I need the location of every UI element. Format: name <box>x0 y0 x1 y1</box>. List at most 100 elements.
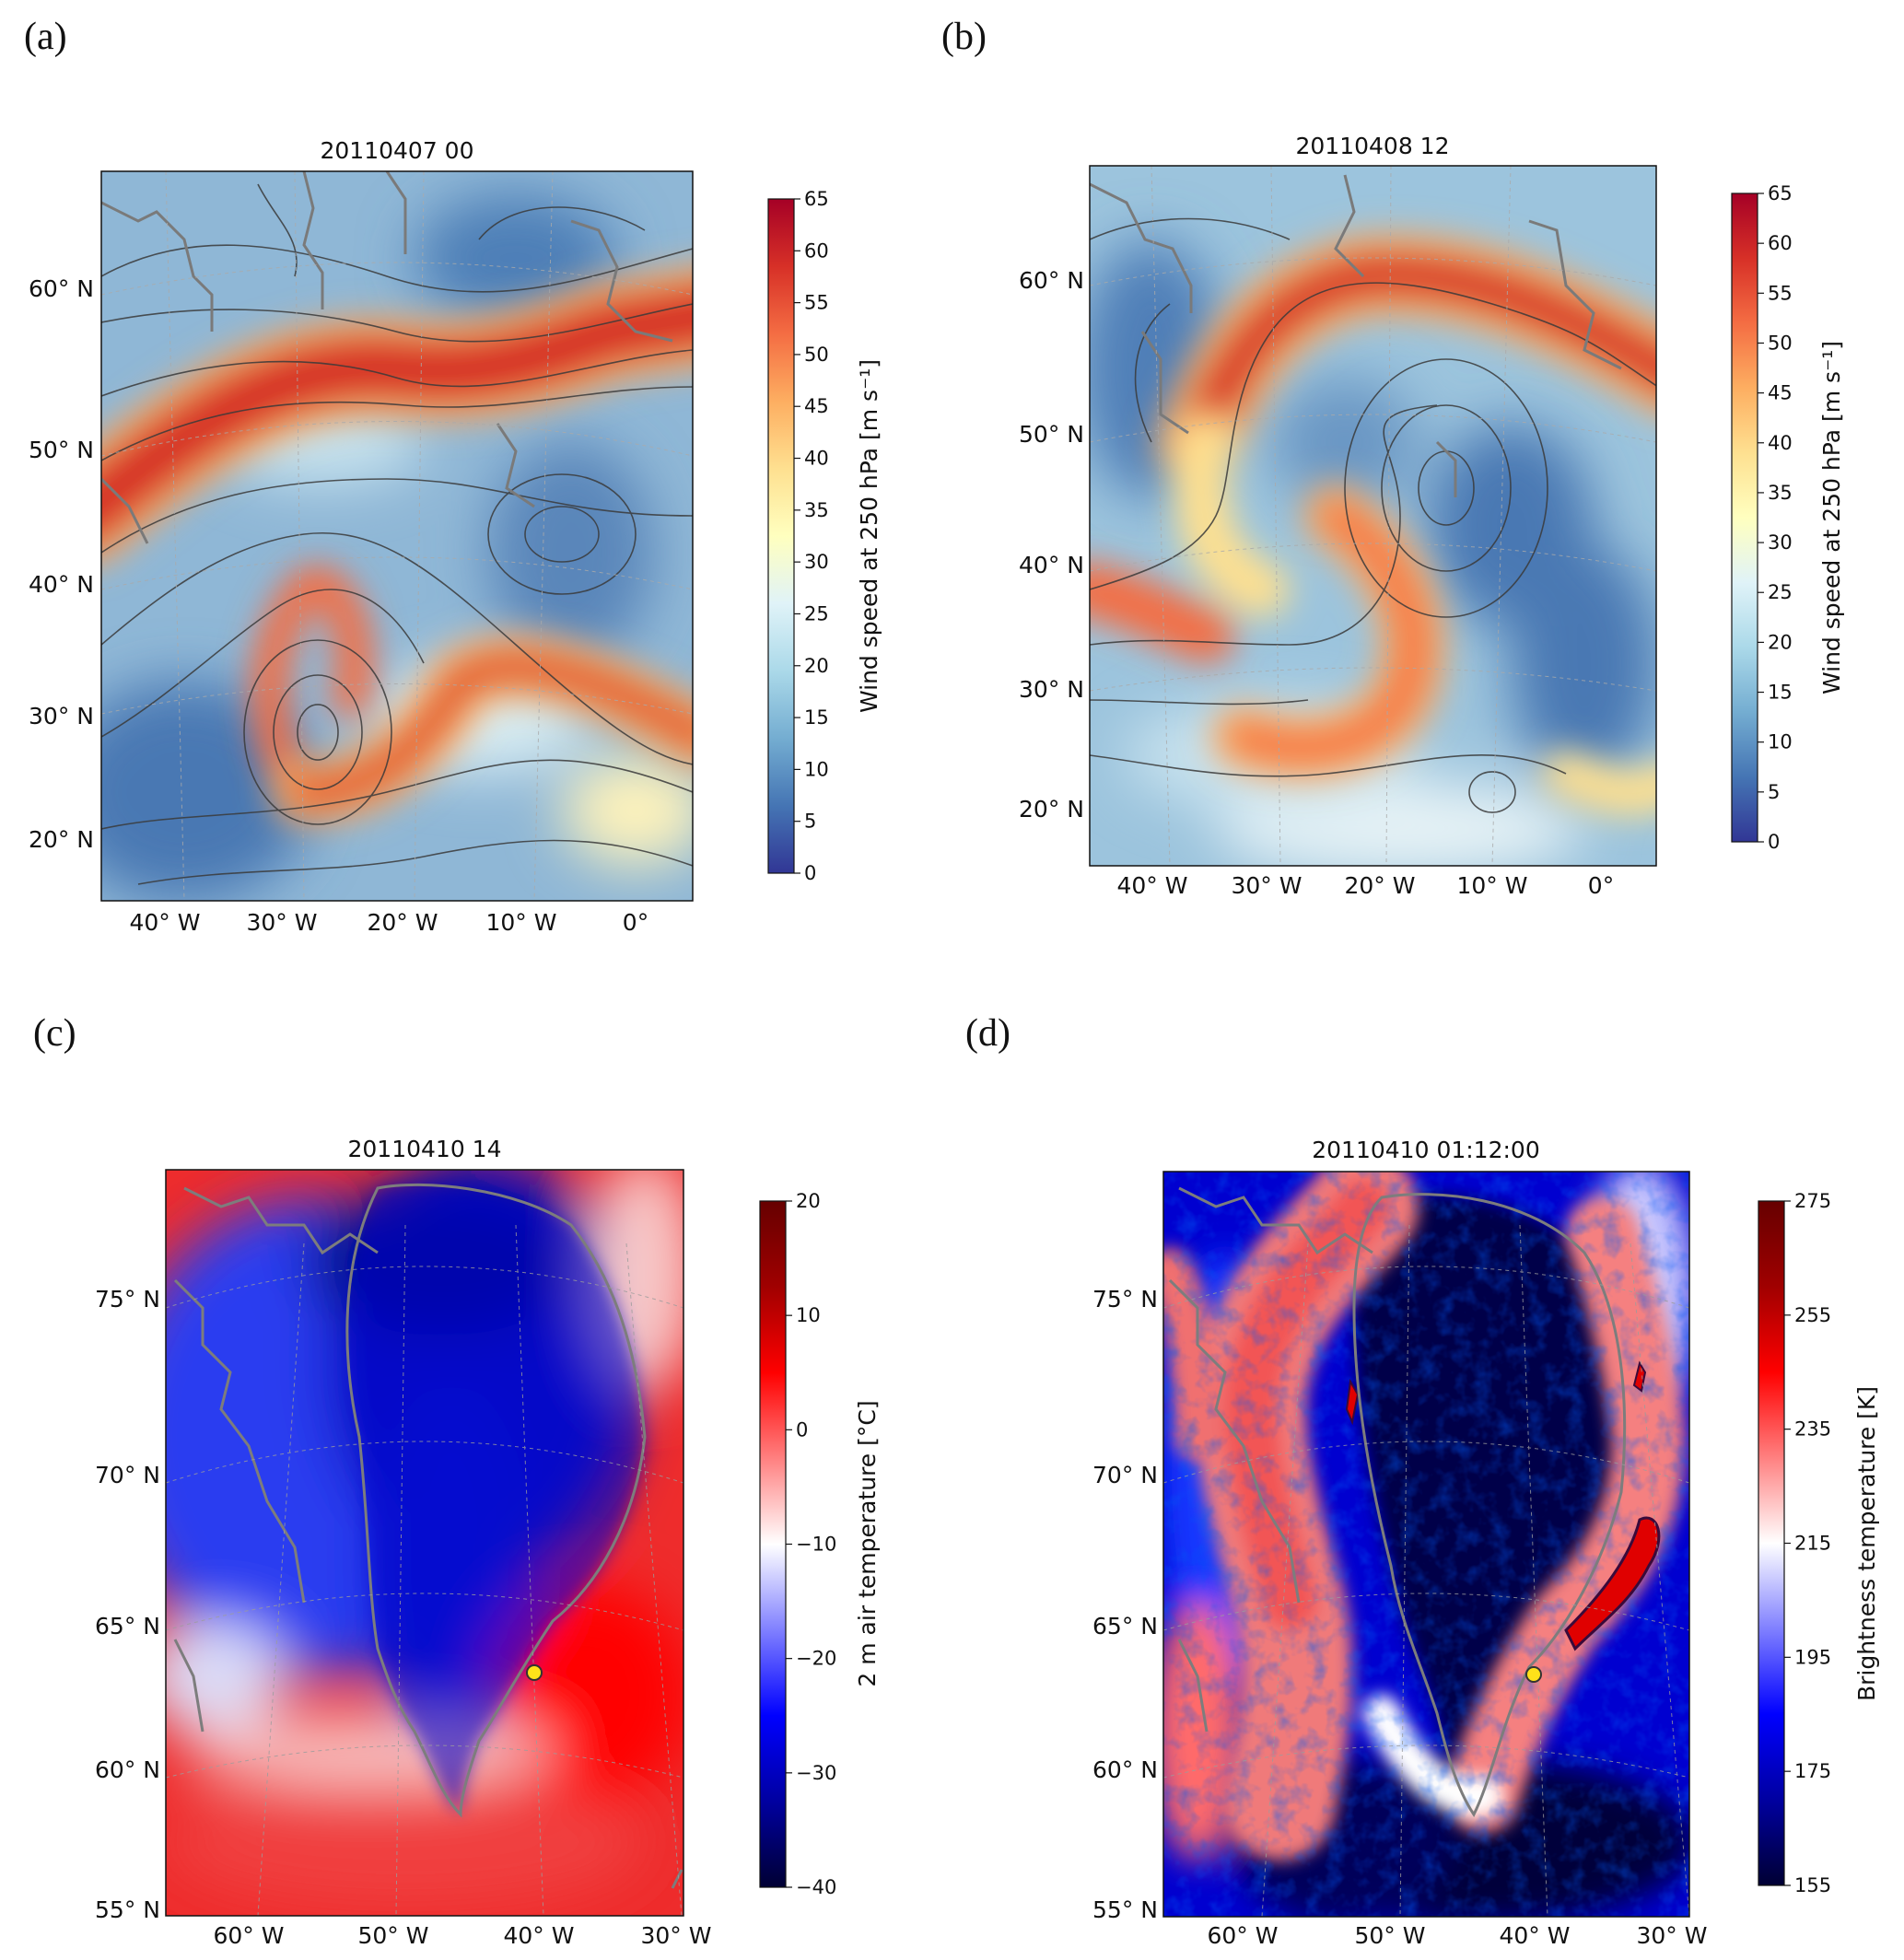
colorbar-gradient <box>1731 192 1758 843</box>
colorbar-tick-label: 55 <box>1768 282 1793 304</box>
y-tick: 50° N <box>1019 421 1084 448</box>
y-tick: 70° N <box>95 1462 160 1488</box>
colorbar-tick-label: 50 <box>1768 332 1793 354</box>
x-tick: 10° W <box>1457 872 1528 899</box>
colorbar-gradient <box>1758 1200 1785 1886</box>
colorbar-tick-label: 65 <box>1768 182 1793 204</box>
colorbar-tick-label: 5 <box>1768 781 1780 803</box>
panel-c-colorbar: −40 −30 −20 −10 0 10 20 <box>759 1190 836 1898</box>
colorbar-tick-label: 0 <box>796 1418 808 1441</box>
panel-b-title: 20110408 12 <box>1295 133 1449 159</box>
station-marker <box>526 1664 543 1681</box>
x-tick: 50° W <box>358 1922 429 1949</box>
colorbar-tick-label: 10 <box>804 758 829 780</box>
colorbar-tick-label: 20 <box>796 1190 821 1212</box>
colorbar-tick-label: 60 <box>1768 232 1793 254</box>
colorbar-gradient <box>767 198 795 874</box>
panel-b: 20110408 12 <box>1019 133 1845 899</box>
panel-a: 20110407 00 <box>29 137 882 936</box>
panel-label-d: (d) <box>965 1012 1010 1055</box>
colorbar-tick-label: 35 <box>804 499 829 521</box>
panel-d-y-ticks: 75° N 70° N 65° N 60° N 55° N <box>1092 1286 1158 1923</box>
x-tick: 40° W <box>504 1922 575 1949</box>
x-tick: 40° W <box>1117 872 1188 899</box>
x-tick: 0° <box>1588 872 1614 899</box>
panel-a-colorbar-label: Wind speed at 250 hPa [m s⁻¹] <box>856 359 882 713</box>
panel-d-colorbar: 155 175 195 215 235 255 275 <box>1758 1190 1831 1896</box>
colorbar-tick-label: 235 <box>1794 1418 1831 1441</box>
panel-a-map <box>101 171 693 901</box>
panel-c-colorbar-label: 2 m air temperature [°C] <box>854 1400 881 1686</box>
panel-d: 20110410 01:12:00 <box>1092 1137 1880 1949</box>
colorbar-tick-label: 65 <box>804 188 829 210</box>
panel-b-colorbar-label: Wind speed at 250 hPa [m s⁻¹] <box>1818 341 1845 694</box>
colorbar-tick-label: 10 <box>1768 731 1793 753</box>
panel-d-colorbar-label: Brightness temperature [K] <box>1853 1386 1880 1701</box>
panel-d-title: 20110410 01:12:00 <box>1312 1137 1539 1163</box>
colorbar-tick-label: 50 <box>804 344 829 366</box>
y-tick: 60° N <box>1019 267 1084 294</box>
panel-b-y-ticks: 60° N 50° N 40° N 30° N 20° N <box>1019 267 1084 822</box>
y-tick: 65° N <box>1092 1613 1158 1639</box>
y-tick: 20° N <box>29 826 94 853</box>
colorbar-tick-label: 155 <box>1794 1874 1831 1896</box>
colorbar-tick-label: −10 <box>796 1534 836 1556</box>
panel-c-title: 20110410 14 <box>347 1136 501 1162</box>
colorbar-tick-label: −20 <box>796 1648 836 1670</box>
colorbar-tick-label: 195 <box>1794 1646 1831 1668</box>
y-tick: 55° N <box>95 1896 160 1923</box>
colorbar-tick-label: 60 <box>804 239 829 262</box>
y-tick: 60° N <box>95 1756 160 1783</box>
panel-a-title: 20110407 00 <box>320 137 473 164</box>
panel-d-map <box>1163 1172 1689 1917</box>
y-tick: 30° N <box>29 703 94 729</box>
panel-c-x-ticks: 60° W 50° W 40° W 30° W <box>214 1922 712 1949</box>
colorbar-tick-label: 275 <box>1794 1190 1831 1212</box>
y-tick: 30° N <box>1019 676 1084 703</box>
colorbar-tick-label: 25 <box>804 602 829 624</box>
colorbar-gradient <box>759 1200 787 1888</box>
y-tick: 60° N <box>1092 1756 1158 1783</box>
x-tick: 20° W <box>1345 872 1416 899</box>
colorbar-tick-label: 30 <box>1768 531 1793 554</box>
x-tick: 40° W <box>1500 1922 1571 1949</box>
colorbar-tick-label: 20 <box>804 655 829 677</box>
panel-a-colorbar: 0 5 10 15 20 25 30 35 40 45 50 55 60 65 <box>767 188 829 884</box>
colorbar-tick-label: −30 <box>796 1762 836 1784</box>
panel-label-a: (a) <box>24 16 67 58</box>
colorbar-tick-label: 40 <box>804 448 829 470</box>
x-tick: 20° W <box>368 909 438 936</box>
colorbar-tick-label: 30 <box>804 551 829 573</box>
x-tick: 30° W <box>641 1922 712 1949</box>
panel-b-colorbar: 0 5 10 15 20 25 30 35 40 45 50 55 60 65 <box>1731 182 1793 853</box>
y-tick: 40° N <box>1019 552 1084 578</box>
y-tick: 65° N <box>95 1613 160 1639</box>
x-tick: 30° W <box>1232 872 1302 899</box>
x-tick: 60° W <box>214 1922 285 1949</box>
panel-c-map <box>166 1170 683 1916</box>
panel-d-x-ticks: 60° W 50° W 40° W 30° W <box>1208 1922 1708 1949</box>
station-marker <box>1525 1666 1542 1683</box>
colorbar-tick-label: 25 <box>1768 581 1793 603</box>
x-tick: 10° W <box>486 909 557 936</box>
y-tick: 40° N <box>29 571 94 598</box>
x-tick: 30° W <box>247 909 318 936</box>
y-tick: 50° N <box>29 437 94 463</box>
x-tick: 40° W <box>130 909 201 936</box>
x-tick: 30° W <box>1637 1922 1708 1949</box>
y-tick: 20° N <box>1019 796 1084 822</box>
y-tick: 75° N <box>1092 1286 1158 1312</box>
panel-b-x-ticks: 40° W 30° W 20° W 10° W 0° <box>1117 872 1615 899</box>
colorbar-tick-label: 45 <box>1768 382 1793 404</box>
colorbar-tick-label: 215 <box>1794 1533 1831 1555</box>
x-tick: 0° <box>623 909 648 936</box>
colorbar-tick-label: 0 <box>1768 831 1780 853</box>
panel-b-map <box>1090 166 1656 866</box>
panel-c-y-ticks: 75° N 70° N 65° N 60° N 55° N <box>95 1286 160 1923</box>
colorbar-tick-label: 15 <box>1768 682 1793 704</box>
colorbar-tick-label: 55 <box>804 292 829 314</box>
colorbar-tick-label: 15 <box>804 706 829 729</box>
panel-label-c: (c) <box>33 1012 76 1055</box>
x-tick: 60° W <box>1208 1922 1279 1949</box>
